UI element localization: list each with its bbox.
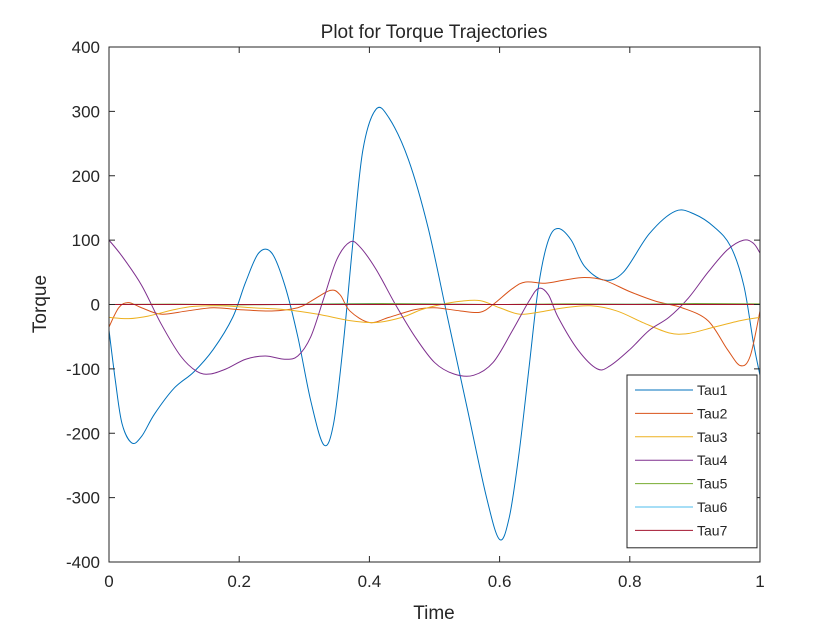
y-tick-label: 400 bbox=[72, 38, 100, 57]
y-tick-label: -100 bbox=[66, 360, 100, 379]
x-axis-label: Time bbox=[413, 603, 455, 624]
series-line-tau1 bbox=[108, 106, 761, 541]
y-tick-label: -300 bbox=[66, 489, 100, 508]
x-tick-label: 0.8 bbox=[618, 572, 642, 591]
y-tick-label: 0 bbox=[91, 296, 100, 315]
y-tick-label: 200 bbox=[72, 167, 100, 186]
x-tick-label: 0.2 bbox=[227, 572, 251, 591]
legend-label-tau2: Tau2 bbox=[697, 405, 728, 421]
y-tick-label: -400 bbox=[66, 553, 100, 572]
legend-label-tau1: Tau1 bbox=[697, 382, 728, 398]
x-tick-label: 0.4 bbox=[358, 572, 382, 591]
y-tick-label: -200 bbox=[66, 424, 100, 443]
legend: Tau1 Tau2 Tau3 Tau4 Tau5 Tau6 Tau7 bbox=[626, 374, 758, 549]
series-layer bbox=[108, 106, 761, 541]
ticks-layer: 0 0.2 0.4 0.6 0.8 1 -400 -300 -200 -100 0 100 200 300… bbox=[66, 38, 765, 591]
x-tick-label: 0.6 bbox=[488, 572, 512, 591]
legend-label-tau3: Tau3 bbox=[697, 429, 728, 445]
x-tick-label: 0 bbox=[104, 572, 113, 591]
y-tick-label: 100 bbox=[72, 231, 100, 250]
y-tick-label: 300 bbox=[72, 102, 100, 121]
legend-label-tau7: Tau7 bbox=[697, 522, 728, 538]
x-tick-label: 1 bbox=[755, 572, 764, 591]
legend-label-tau6: Tau6 bbox=[697, 499, 728, 515]
chart-title: Plot for Torque Trajectories bbox=[321, 22, 548, 43]
series-line-tau4 bbox=[108, 239, 761, 377]
legend-box bbox=[626, 374, 758, 549]
series-line-tau2 bbox=[108, 276, 761, 367]
series-line-tau3 bbox=[108, 299, 761, 335]
y-axis-label: Torque bbox=[30, 275, 51, 333]
legend-label-tau4: Tau4 bbox=[697, 452, 728, 468]
legend-label-tau5: Tau5 bbox=[697, 476, 728, 492]
